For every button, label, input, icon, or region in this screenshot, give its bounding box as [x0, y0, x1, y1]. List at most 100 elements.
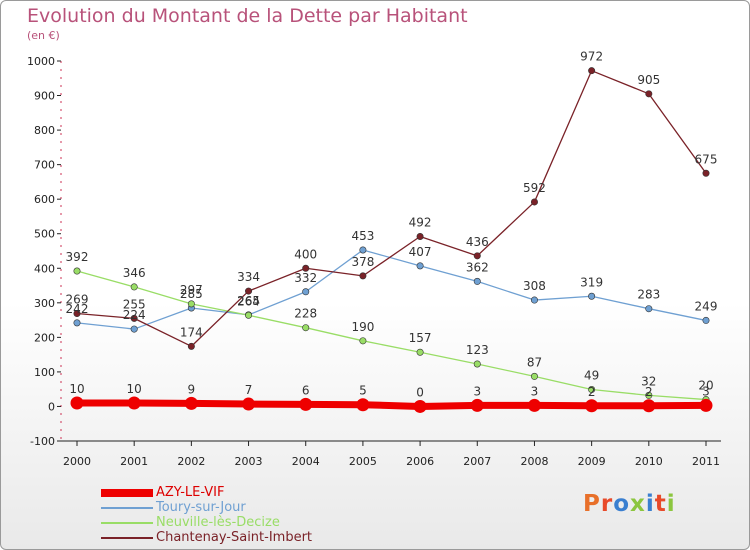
data-point-toury-sur-jour — [359, 246, 367, 254]
x-tick-label: 2004 — [292, 455, 320, 468]
x-tick-label: 2010 — [635, 455, 663, 468]
data-label-azy-le-vif: 2 — [645, 385, 653, 399]
x-tick-label: 2011 — [692, 455, 720, 468]
data-point-chantenay-saint-imbert — [245, 287, 253, 295]
data-label-chantenay-saint-imbert: 905 — [637, 73, 660, 87]
data-label-neuville-l-s-decize: 87 — [527, 355, 542, 369]
data-point-chantenay-saint-imbert — [645, 90, 653, 98]
data-point-chantenay-saint-imbert — [473, 252, 481, 260]
data-label-chantenay-saint-imbert: 972 — [580, 50, 603, 64]
data-label-neuville-l-s-decize: 346 — [123, 266, 146, 280]
proxiti-logo: Proxiti — [583, 491, 676, 517]
data-label-toury-sur-jour: 242 — [66, 302, 89, 316]
data-label-neuville-l-s-decize: 297 — [180, 283, 203, 297]
legend-swatch — [101, 489, 153, 497]
data-point-toury-sur-jour — [73, 319, 81, 327]
legend-swatch — [101, 507, 153, 509]
data-label-toury-sur-jour: 362 — [466, 260, 489, 274]
legend-swatch — [101, 537, 153, 539]
data-label-azy-le-vif: 9 — [188, 382, 196, 396]
data-label-azy-le-vif: 10 — [127, 382, 142, 396]
data-point-neuville-l-s-decize — [473, 360, 481, 368]
data-point-chantenay-saint-imbert — [73, 310, 81, 318]
logo-letter: P — [583, 491, 601, 517]
data-point-azy-le-vif — [70, 396, 84, 410]
data-point-neuville-l-s-decize — [245, 311, 253, 319]
data-label-toury-sur-jour: 224 — [123, 308, 146, 322]
legend-label: Toury-sur-Jour — [156, 500, 246, 515]
y-tick-label: 900 — [34, 90, 55, 103]
data-label-azy-le-vif: 5 — [359, 384, 367, 398]
data-point-azy-le-vif — [642, 399, 656, 413]
data-label-neuville-l-s-decize: 20 — [698, 379, 713, 393]
data-label-chantenay-saint-imbert: 269 — [66, 293, 89, 307]
data-label-chantenay-saint-imbert: 174 — [180, 325, 203, 339]
y-tick-label: 600 — [34, 193, 55, 206]
y-tick-label: 200 — [34, 331, 55, 344]
data-label-toury-sur-jour: 308 — [523, 279, 546, 293]
data-label-azy-le-vif: 3 — [531, 384, 539, 398]
data-label-toury-sur-jour: 265 — [237, 294, 260, 308]
chart-title: Evolution du Montant de la Dette par Hab… — [27, 5, 468, 27]
data-label-neuville-l-s-decize: 228 — [294, 307, 317, 321]
legend-swatch — [101, 522, 153, 524]
logo-letter: x — [630, 491, 646, 517]
data-point-neuville-l-s-decize — [416, 348, 424, 356]
x-tick-label: 2009 — [578, 455, 606, 468]
data-point-azy-le-vif — [242, 397, 256, 411]
legend-label: Neuville-lès-Decize — [156, 515, 280, 530]
data-point-neuville-l-s-decize — [130, 283, 138, 291]
data-label-azy-le-vif: 10 — [69, 382, 84, 396]
logo-letter: o — [613, 491, 631, 517]
logo-letter: i — [666, 491, 676, 517]
series-line-toury-sur-jour — [76, 249, 707, 330]
data-label-azy-le-vif: 3 — [702, 384, 710, 398]
y-tick-label: 400 — [34, 262, 55, 275]
logo-letter: t — [654, 491, 667, 517]
data-point-azy-le-vif — [184, 396, 198, 410]
data-point-toury-sur-jour — [130, 325, 138, 333]
x-tick-label: 2003 — [235, 455, 263, 468]
x-tick-label: 2001 — [120, 455, 148, 468]
y-tick-label: 300 — [34, 297, 55, 310]
data-label-chantenay-saint-imbert: 378 — [351, 255, 374, 269]
data-point-neuville-l-s-decize — [302, 324, 310, 332]
data-point-neuville-l-s-decize — [588, 386, 596, 394]
data-point-toury-sur-jour — [302, 288, 310, 296]
data-label-toury-sur-jour: 283 — [637, 288, 660, 302]
data-point-chantenay-saint-imbert — [416, 232, 424, 240]
data-point-neuville-l-s-decize — [359, 337, 367, 345]
data-label-toury-sur-jour: 332 — [294, 271, 317, 285]
data-point-chantenay-saint-imbert — [702, 169, 710, 177]
y-tick-label: 100 — [34, 366, 55, 379]
data-point-toury-sur-jour — [588, 292, 596, 300]
data-label-neuville-l-s-decize: 190 — [351, 320, 374, 334]
data-label-toury-sur-jour: 319 — [580, 275, 603, 289]
data-label-chantenay-saint-imbert: 255 — [123, 297, 146, 311]
data-point-chantenay-saint-imbert — [530, 198, 538, 206]
data-label-neuville-l-s-decize: 123 — [466, 343, 489, 357]
chart-subtitle: (en €) — [27, 29, 60, 42]
x-tick-label: 2007 — [463, 455, 491, 468]
data-label-chantenay-saint-imbert: 436 — [466, 235, 489, 249]
y-tick-label: 1000 — [27, 55, 55, 68]
y-tick-label: -100 — [30, 435, 55, 448]
y-tick-label: 700 — [34, 159, 55, 172]
data-point-azy-le-vif — [413, 399, 427, 413]
data-point-neuville-l-s-decize — [73, 267, 81, 275]
x-tick-label: 2005 — [349, 455, 377, 468]
data-point-chantenay-saint-imbert — [187, 342, 195, 350]
data-point-toury-sur-jour — [530, 296, 538, 304]
legend-label: AZY-LE-VIF — [156, 485, 225, 500]
data-label-chantenay-saint-imbert: 492 — [409, 215, 432, 229]
data-label-toury-sur-jour: 407 — [409, 245, 432, 259]
x-tick-label: 2002 — [177, 455, 205, 468]
y-tick-label: 800 — [34, 124, 55, 137]
data-label-azy-le-vif: 2 — [588, 385, 596, 399]
logo-letter: r — [600, 491, 614, 517]
data-point-azy-le-vif — [585, 399, 599, 413]
data-point-chantenay-saint-imbert — [302, 264, 310, 272]
data-point-azy-le-vif — [299, 397, 313, 411]
